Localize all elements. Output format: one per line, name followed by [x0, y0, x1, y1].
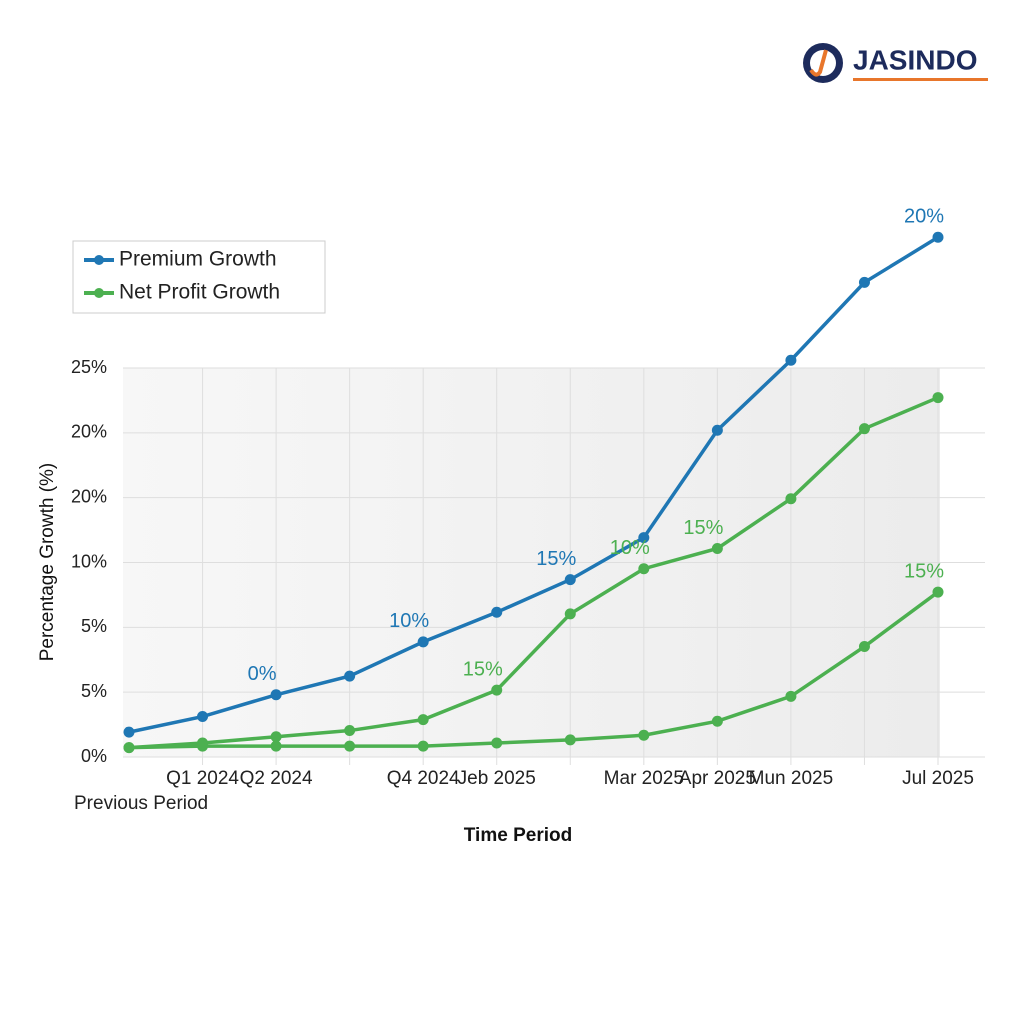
x-tick-label: Jeb 2025 — [458, 768, 536, 789]
line — [128, 590, 940, 750]
line — [128, 235, 939, 734]
x-sublabel: Previous Period — [74, 793, 208, 814]
x-tick-label: Apr 2025 — [679, 768, 756, 789]
marker — [932, 392, 944, 404]
y-tick-label: 20% — [71, 486, 107, 506]
marker — [344, 740, 356, 752]
y-tick-label: 10% — [71, 551, 107, 571]
y-axis-label: Percentage Growth (%) — [37, 463, 58, 662]
marker — [785, 493, 797, 505]
line — [128, 395, 939, 750]
marker — [344, 725, 356, 737]
marker — [858, 641, 870, 653]
marker — [123, 726, 135, 738]
marker — [270, 689, 282, 701]
marker — [417, 714, 429, 726]
marker — [638, 729, 650, 741]
data-label: 20% — [904, 206, 944, 228]
marker — [270, 731, 282, 743]
marker — [711, 715, 723, 727]
marker — [858, 423, 870, 435]
data-label: 10% — [610, 537, 650, 559]
marker — [932, 231, 944, 243]
marker — [491, 737, 503, 749]
data-label: 15% — [904, 560, 944, 582]
y-tick-label: 20% — [71, 422, 107, 442]
marker — [270, 740, 282, 752]
data-label: 0% — [248, 663, 277, 685]
data-label: 15% — [683, 517, 723, 539]
brand-name: JASINDO — [853, 44, 977, 75]
x-tick-label: Jul 2025 — [902, 768, 974, 789]
x-tick-label: Q4 2024 — [387, 768, 460, 789]
x-tick-label: Q1 2024 — [166, 768, 239, 789]
x-tick-label: Mun 2025 — [749, 768, 834, 789]
marker — [785, 690, 797, 702]
y-tick-label: 0% — [81, 746, 107, 766]
logo-mark — [809, 49, 828, 77]
marker — [711, 542, 723, 554]
marker — [858, 276, 870, 288]
x-axis-label: Time Period — [464, 825, 572, 846]
marker — [417, 636, 429, 648]
data-label: 15% — [536, 548, 576, 570]
marker — [785, 354, 797, 366]
marker — [491, 684, 503, 696]
marker — [564, 608, 576, 620]
legend-label: Net Profit Growth — [119, 281, 280, 304]
x-tick-label: Mar 2025 — [604, 768, 684, 789]
marker — [197, 740, 209, 752]
legend-label: Premium Growth — [119, 248, 277, 271]
marker — [491, 606, 503, 618]
brand-underline — [853, 78, 988, 81]
marker — [197, 711, 209, 723]
marker — [123, 742, 135, 754]
x-tick-label: Q2 2024 — [240, 768, 313, 789]
marker — [932, 586, 944, 598]
y-tick-label: 5% — [81, 681, 107, 701]
marker — [638, 532, 650, 544]
data-label: 15% — [463, 658, 503, 680]
data-label: 10% — [389, 610, 429, 632]
legend-marker — [94, 288, 104, 298]
marker — [344, 670, 356, 682]
marker — [564, 734, 576, 746]
y-tick-label: 5% — [81, 616, 107, 636]
logo: JASINDO — [803, 43, 988, 83]
marker — [564, 574, 576, 586]
legend-box — [72, 240, 326, 314]
legend-marker — [94, 255, 104, 265]
marker — [711, 424, 723, 436]
marker — [638, 563, 650, 575]
y-tick-label: 25% — [71, 357, 107, 377]
marker — [417, 740, 429, 752]
